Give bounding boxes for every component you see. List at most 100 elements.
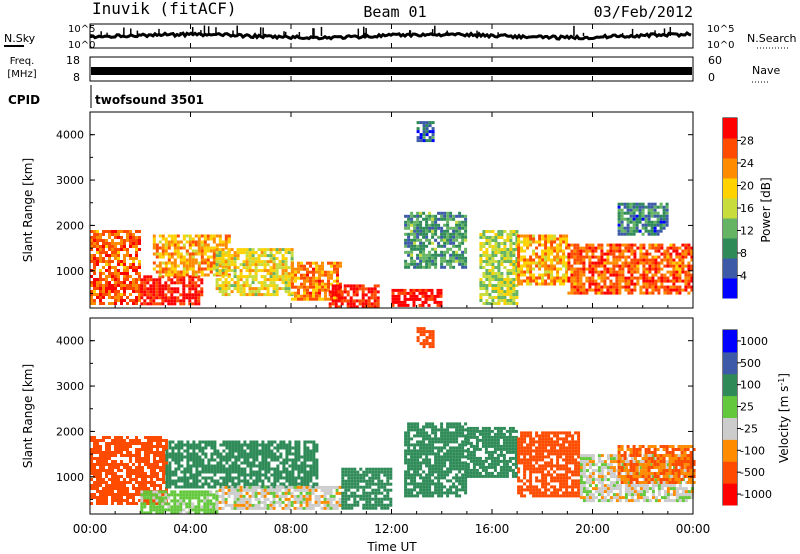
velocity-cell [219, 476, 223, 480]
velocity-cell [176, 502, 180, 506]
power-cell [102, 278, 105, 281]
power-cell [633, 261, 637, 265]
power-cell [227, 260, 231, 264]
velocity-cell [264, 452, 268, 456]
power-cell [251, 251, 255, 255]
power-cell [361, 296, 365, 300]
power-cell [152, 287, 156, 291]
power-cell [290, 251, 294, 255]
power-cell [96, 233, 99, 236]
velocity-cell [171, 458, 175, 462]
power-cell [687, 243, 691, 247]
velocity-cell [419, 434, 423, 438]
velocity-cell [204, 482, 208, 486]
velocity-cell [168, 467, 172, 471]
power-cell [170, 255, 174, 259]
power-cell [541, 237, 545, 241]
power-cell [191, 249, 195, 253]
power-cell [93, 266, 96, 269]
power-cell [449, 241, 453, 245]
velocity-cell [237, 467, 241, 471]
velocity-cell [132, 472, 135, 475]
power-cell [197, 293, 201, 297]
power-cell [312, 279, 315, 283]
nave-tick-bottom: 0 [708, 71, 715, 84]
velocity-cell [419, 488, 423, 492]
velocity-cell [111, 493, 114, 496]
velocity-cell [93, 481, 96, 484]
power-cell [424, 288, 428, 292]
velocity-cell [177, 440, 181, 444]
power-cell [407, 262, 411, 266]
velocity-cell [419, 464, 423, 468]
power-cell [621, 252, 625, 256]
velocity-cell [281, 506, 285, 510]
velocity-cell [264, 470, 268, 474]
velocity-cell [204, 479, 208, 483]
power-cell [645, 273, 649, 277]
velocity-cell [99, 478, 102, 481]
power-cell [452, 256, 456, 260]
velocity-cell [155, 511, 159, 515]
power-cell [221, 257, 225, 261]
power-cell [588, 246, 592, 250]
velocity-cell [371, 482, 375, 486]
power-cell [331, 302, 335, 306]
velocity-cell [240, 443, 244, 447]
power-cell [630, 252, 634, 256]
power-cell [167, 243, 171, 247]
power-cell [343, 287, 347, 291]
power-cell [275, 290, 279, 294]
power-cell [90, 260, 93, 263]
power-cell [687, 267, 691, 271]
velocity-cell [144, 463, 147, 466]
power-cell [102, 296, 105, 299]
velocity-cell [215, 503, 219, 507]
velocity-cell [239, 503, 243, 507]
power-cell [684, 249, 688, 253]
velocity-cell [140, 511, 144, 515]
power-cell [503, 293, 507, 296]
power-cell [227, 269, 231, 273]
power-cell [96, 251, 99, 254]
power-cell [260, 287, 264, 291]
power-cell [90, 242, 93, 245]
power-cell [455, 235, 459, 239]
power-cell [648, 270, 652, 274]
power-cell [315, 285, 318, 289]
velocity-cell [225, 482, 229, 486]
power-cell [336, 297, 339, 301]
velocity-cell [270, 452, 274, 456]
power-cell [567, 246, 571, 250]
power-cell [120, 248, 123, 251]
velocity-cell [249, 464, 253, 468]
velocity-cell [158, 511, 162, 515]
velocity-cell [243, 473, 247, 477]
velocity-cell [204, 446, 208, 450]
power-cell [538, 273, 542, 277]
velocity-cell [297, 473, 301, 477]
velocity-cell [297, 455, 301, 459]
power-cell [170, 264, 174, 268]
power-cell [645, 276, 649, 280]
power-cell [503, 260, 507, 263]
velocity-cell [416, 464, 420, 468]
velocity-cell [281, 500, 285, 504]
velocity-cell [341, 479, 345, 483]
power-cell [666, 252, 670, 256]
velocity-cell [99, 466, 102, 469]
power-cell [126, 302, 129, 305]
velocity-cell [264, 464, 268, 468]
velocity-cell [285, 461, 289, 465]
power-cell [331, 290, 335, 294]
velocity-cell [222, 470, 226, 474]
power-cell [361, 302, 365, 306]
power-cell [161, 302, 165, 306]
power-cell [565, 261, 569, 265]
power-cell [197, 237, 201, 241]
date-title: 03/Feb/2012 [594, 3, 693, 21]
velocity-cell [195, 476, 199, 480]
power-cell [520, 282, 524, 286]
velocity-cell [153, 451, 156, 454]
velocity-cell [158, 505, 162, 509]
